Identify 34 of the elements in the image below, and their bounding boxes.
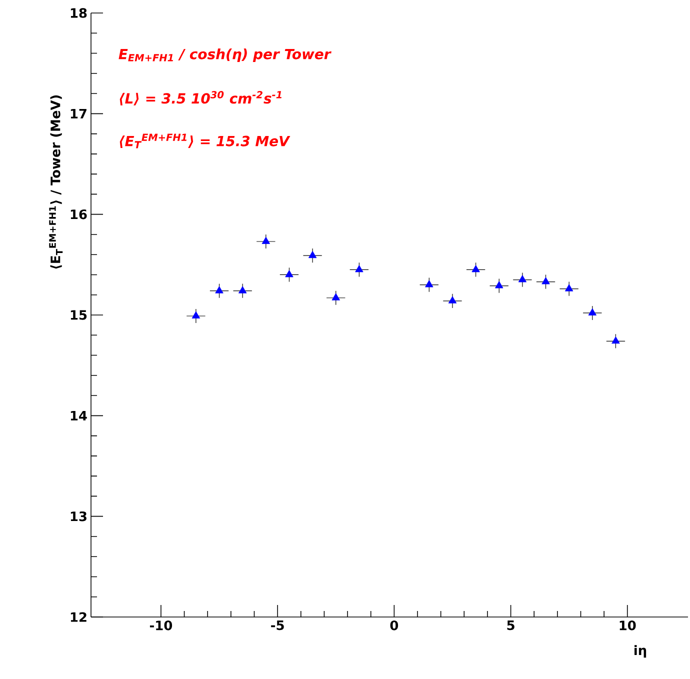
y-tick-label: 18 — [70, 8, 87, 18]
point — [285, 270, 294, 278]
y-axis-title: ⟨E$_{T}$$^{EM+FH1}$⟩ / Tower (MeV) — [49, 95, 63, 269]
annotation: E$_{EM+FH1}$ / cosh(η) per Tower — [118, 48, 332, 62]
point — [448, 296, 457, 304]
y-tick-label: 13 — [70, 511, 86, 522]
y-tick-label: 17 — [70, 108, 86, 118]
x-tick-label: -10 — [150, 620, 172, 630]
x-tick-label: 0 — [390, 620, 398, 630]
y-tick-label: 15 — [70, 310, 87, 320]
point — [425, 280, 434, 288]
annotation: ⟨L⟩ = 3.5 10$^{30}$ cm$^{-2}$s$^{-1}$ — [120, 91, 282, 106]
point — [215, 286, 224, 294]
point — [332, 293, 340, 300]
x-axis-title: iη — [634, 645, 646, 658]
annotation: ⟨E$_{T}$$^{EM+FH1}$⟩ = 15.3 MeV — [120, 134, 290, 148]
x-tick-label: 5 — [507, 620, 514, 630]
y-tick-label: 12 — [70, 612, 86, 622]
x-tick-label: 10 — [620, 620, 636, 630]
point — [518, 275, 527, 282]
point — [238, 286, 247, 294]
x-tick-label: -5 — [271, 620, 284, 630]
point — [192, 311, 200, 318]
point — [588, 308, 596, 316]
point — [262, 236, 270, 244]
point — [355, 264, 364, 272]
y-tick-label: 14 — [70, 410, 87, 420]
point — [495, 281, 504, 288]
point — [472, 264, 480, 272]
point — [564, 284, 574, 292]
point — [612, 336, 620, 344]
point — [542, 277, 550, 284]
point — [308, 250, 317, 258]
y-tick-label: 16 — [70, 209, 87, 220]
